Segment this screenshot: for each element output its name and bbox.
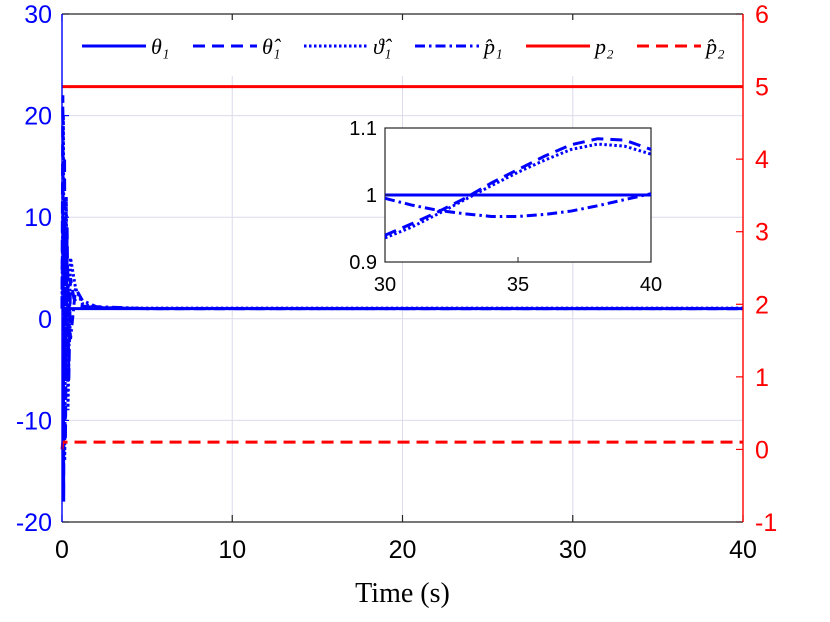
y-right-tick-label: -1 (755, 509, 777, 537)
y-left-tick-label: 10 (24, 204, 52, 232)
series-line-3 (60, 217, 743, 370)
legend-label: p̂₂ (704, 34, 725, 59)
inset-x-tick-label: 40 (640, 274, 662, 296)
legend-box (70, 20, 736, 76)
inset-y-tick-label: 0.9 (349, 252, 377, 274)
legend: θ₁ θ̂₁ ϑ̂₁ p̂₁ p₂ p̂₂ (70, 20, 736, 76)
legend-label: θ̂₁ (262, 34, 282, 59)
inset-plot: 30 35 40 0.9 1 1.1 (349, 118, 662, 296)
y-right-tick-label: 3 (755, 219, 769, 247)
y-right-tick-label: 5 (755, 74, 769, 102)
inset-series-line-3 (384, 192, 652, 218)
main-plot-lines (60, 85, 743, 502)
legend-label: p̂₁ (482, 34, 503, 59)
inset-x-tick-label: 35 (507, 274, 529, 296)
inset-series-line-1 (384, 137, 652, 237)
y-right-tick-label: 6 (755, 1, 769, 29)
x-axis-label: Time (s) (355, 578, 450, 609)
x-tick-label: 30 (559, 536, 587, 564)
y-right-tick-label: 1 (755, 364, 769, 392)
y-right-tick-label: 4 (755, 146, 769, 174)
y-left-tick-label: -20 (16, 509, 52, 537)
grid (61, 13, 744, 523)
x-tick-label: 10 (218, 536, 246, 564)
inset-series-line-2 (384, 142, 652, 240)
y-left-tick-label: -10 (16, 407, 52, 435)
inset-y-tick-label: 1 (366, 185, 377, 207)
legend-label: ϑ̂₁ (373, 34, 393, 59)
x-tick-label: 0 (55, 536, 69, 564)
x-tick-label: 40 (729, 536, 757, 564)
inset-y-tick-label: 1.1 (349, 118, 377, 140)
inset-x-tick-label: 30 (374, 274, 396, 296)
y-left-tick-label: 20 (24, 103, 52, 131)
y-right-tick-label: 2 (755, 291, 769, 319)
legend-label: θ₁ (151, 34, 169, 59)
y-left-tick-label: 30 (24, 1, 52, 29)
x-tick-label: 20 (389, 536, 417, 564)
y-right-tick-label: 0 (755, 436, 769, 464)
legend-label: p₂ (593, 34, 614, 59)
y-left-tick-label: 0 (38, 306, 52, 334)
